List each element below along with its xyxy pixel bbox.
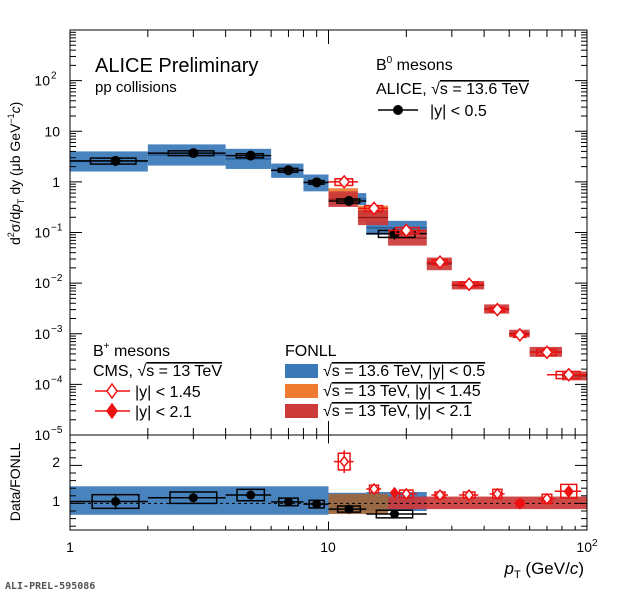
main-y-tick-label-exp: −5 — [51, 425, 63, 436]
legend-cms-entry-1: |y| < 1.45 — [135, 384, 201, 401]
ratio-markers — [70, 450, 582, 519]
ratio-data-point — [389, 486, 400, 499]
ratio-syst-box — [169, 491, 218, 505]
data-point — [311, 177, 322, 188]
ratio-data-point — [111, 497, 121, 506]
main-y-tick-label-base: 10 — [34, 427, 50, 443]
main-y-tick-label-base: 10 — [34, 326, 50, 342]
ratio-data-point — [344, 504, 354, 514]
legend-alice-entry: |y| < 0.5 — [430, 103, 487, 120]
ratio-data-point — [389, 509, 399, 519]
x-tick-label: 102 — [576, 538, 598, 555]
ratio-y-axis-label: Data/FONLL — [7, 442, 23, 521]
main-y-tick-label: 10 — [44, 123, 60, 139]
legend-fonll-swatch-red — [285, 404, 318, 418]
data-point — [368, 201, 380, 216]
data-point — [400, 223, 413, 238]
legend-fonll-title: FONLL — [285, 343, 337, 360]
data-point — [110, 155, 121, 166]
legend-cms-open-marker — [95, 382, 130, 400]
main-y-tick-label-base: 10 — [34, 73, 50, 89]
ratio-syst-box — [560, 483, 578, 499]
ratio-syst-box — [236, 488, 266, 502]
x-tick-label-base: 10 — [576, 539, 592, 555]
ratio-plot-frame — [69, 434, 588, 531]
ratio-data-point — [515, 497, 525, 510]
main-y-tick-label-exp: −2 — [51, 273, 63, 284]
x-tick-label-exp: 2 — [592, 538, 598, 549]
ratio-data-point — [541, 492, 552, 506]
ratio-data-point — [339, 455, 350, 468]
x-tick-label: 10 — [320, 539, 336, 555]
legend-alice-energy: ALICE, √s = 13.6 TeV — [376, 81, 529, 98]
main-y-tick-label: 10−3 — [34, 324, 62, 342]
legend-cms-entry-2: |y| < 2.1 — [135, 404, 192, 421]
ratio-data-point — [283, 497, 293, 507]
legend-cms-filled-marker — [95, 402, 130, 420]
ratio-data-point — [369, 482, 379, 496]
ratio-y-tick-label: 1 — [52, 493, 60, 509]
main-y-axis-label: d2σ/dpT dy (μb GeV−1c) — [6, 102, 26, 245]
main-y-tick-label-exp: −3 — [51, 324, 63, 335]
legend-fonll-swatch-orange — [285, 384, 318, 398]
chart-subtitle: pp collisions — [95, 79, 177, 96]
main-y-tick-label: 10−5 — [34, 425, 62, 443]
main-y-tick-label-base: 10 — [34, 225, 50, 241]
main-y-tick-label-exp: 2 — [51, 71, 57, 82]
ratio-data-point — [464, 488, 475, 502]
ratio-y-tick-label: 2 — [52, 454, 60, 470]
data-point — [188, 148, 199, 159]
ratio-axis-ticks — [69, 435, 588, 530]
main-y-tick-label-base: 10 — [34, 376, 50, 392]
data-point — [338, 174, 351, 190]
ratio-data-point — [563, 486, 574, 498]
data-point — [513, 327, 526, 343]
data-point — [491, 302, 504, 317]
main-y-tick-label-exp: −4 — [51, 374, 63, 385]
data-point — [434, 254, 446, 270]
legend-fonll-entry-1: √s = 13.6 TeV, |y| < 0.5 — [323, 363, 485, 380]
ratio-data-point — [312, 499, 322, 509]
data-point — [463, 277, 476, 292]
chart-title: ALICE Preliminary — [95, 55, 258, 77]
main-y-tick-label-base: 10 — [44, 123, 60, 139]
ratio-data-point — [246, 490, 256, 500]
main-y-tick-label: 10−4 — [34, 374, 62, 392]
data-point — [562, 367, 575, 382]
legend-cms-energy: CMS, √s = 13 TeV — [93, 363, 222, 380]
x-axis-label: pT (GeV/c) — [504, 559, 585, 581]
ratio-data-point — [188, 493, 198, 503]
data-point — [343, 195, 354, 206]
main-y-tick-label: 10−2 — [34, 273, 62, 291]
figure-reference: ALI-PREL-595086 — [5, 581, 95, 592]
legend-alice-marker — [378, 105, 418, 115]
data-point — [283, 165, 294, 176]
main-markers — [70, 148, 587, 382]
main-y-tick-label-base: 10 — [34, 275, 50, 291]
data-point — [245, 150, 256, 161]
main-axis-ticks — [69, 30, 588, 436]
ratio-data-point — [492, 487, 503, 501]
ratio-data-point — [401, 487, 412, 501]
main-y-tick-label-base: 1 — [52, 174, 60, 190]
main-y-tick-label: 102 — [34, 71, 57, 89]
main-y-tick-label-exp: −1 — [51, 223, 63, 234]
x-tick-label: 1 — [66, 539, 74, 555]
legend-fonll-swatch-blue — [285, 364, 318, 378]
data-point — [540, 345, 553, 360]
legend-cms-title: B+ mesons — [93, 341, 170, 360]
main-y-tick-label: 10−1 — [34, 223, 62, 241]
ratio-data-point — [435, 488, 445, 502]
ratio-bands — [70, 486, 587, 515]
legend-fonll-entry-3: √s = 13 TeV, |y| < 2.1 — [323, 403, 472, 420]
legend-alice-title: B0 mesons — [376, 55, 453, 74]
main-y-tick-label: 1 — [52, 174, 60, 190]
legend-fonll-entry-2: √s = 13 TeV, |y| < 1.45 — [323, 383, 481, 400]
ratio-fonll-band — [388, 496, 587, 510]
